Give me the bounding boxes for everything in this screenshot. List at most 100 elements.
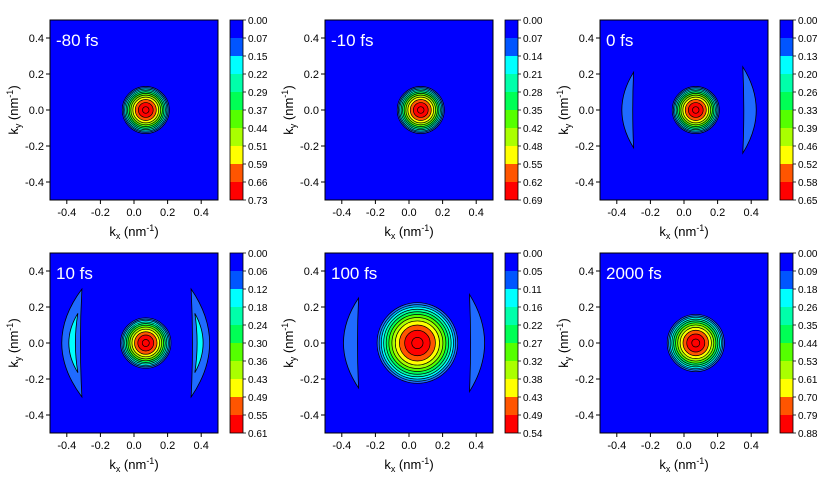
colorbar-segment	[230, 343, 243, 361]
colorbar-segment	[780, 397, 793, 415]
colorbar-label: 0.33	[798, 106, 818, 117]
colorbar-segment	[505, 146, 518, 164]
colorbar-segment	[780, 146, 793, 164]
panel-label: -80 fs	[56, 31, 99, 50]
colorbar-segment	[780, 92, 793, 110]
colorbar-label: 0.15	[248, 52, 268, 63]
colorbar-label: 0.44	[798, 339, 818, 350]
plot-area	[600, 253, 768, 433]
x-tick-label: -0.2	[641, 207, 660, 219]
colorbar-segment	[505, 110, 518, 128]
x-axis-label: kx (nm-1)	[659, 223, 708, 241]
x-tick-label: -0.4	[607, 440, 626, 452]
x-tick-label: 0.4	[194, 207, 209, 219]
y-tick-label: 0.2	[304, 302, 319, 314]
colorbar-label: 0.88	[798, 429, 818, 440]
colorbar-segment	[505, 92, 518, 110]
colorbar-label: 0.28	[523, 88, 543, 99]
y-tick-label: -0.4	[25, 177, 44, 189]
colorbar-segment	[230, 38, 243, 56]
colorbar-segment	[230, 289, 243, 307]
x-tick-label: -0.2	[91, 440, 110, 452]
colorbar-label: 0.13	[798, 52, 818, 63]
colorbar-label: 0.38	[523, 375, 543, 386]
colorbar-segment	[505, 164, 518, 182]
colorbar-segment	[505, 253, 518, 271]
colorbar-segment	[230, 415, 243, 433]
colorbar-label: 0.43	[248, 375, 268, 386]
colorbar-segment	[230, 146, 243, 164]
colorbar-label: 0.07	[248, 34, 268, 45]
x-tick-label: 0.0	[676, 440, 691, 452]
colorbar-label: 0.21	[523, 70, 543, 81]
colorbar-segment	[230, 110, 243, 128]
peak-marker	[141, 339, 150, 347]
colorbar-segment	[505, 56, 518, 74]
plot-area	[325, 253, 493, 433]
colorbar-segment	[780, 253, 793, 271]
y-tick-label: 0.4	[304, 33, 319, 45]
x-tick-label: 0.4	[744, 440, 759, 452]
y-tick-label: 0.2	[29, 302, 44, 314]
panel-5: 100 fs -0.4 -0.2 0.0 0.2 0.4 0.4 0.2 0.0 -0.2 -0.4…	[280, 249, 543, 474]
colorbar-segment	[780, 74, 793, 92]
y-tick-label: -0.2	[575, 374, 594, 386]
plot-area	[600, 20, 768, 200]
x-axis-label: kx (nm-1)	[659, 456, 708, 474]
plot-area	[50, 20, 218, 200]
side-lobe-right	[469, 292, 485, 394]
colorbar-label: 0.36	[248, 357, 268, 368]
colorbar-segment	[780, 110, 793, 128]
panel-6: 2000 fs -0.4 -0.2 0.0 0.2 0.4 0.4 0.2 0.0 -0.2 -0.…	[555, 249, 818, 474]
colorbar-label: 0.55	[248, 411, 268, 422]
colorbar-label: 0.61	[798, 375, 818, 386]
colorbar-label: 0.58	[798, 178, 818, 189]
y-tick-label: -0.2	[25, 141, 44, 153]
colorbar-label: 0.53	[798, 357, 818, 368]
colorbar-segment	[780, 20, 793, 38]
colorbar-segment	[780, 182, 793, 200]
side-lobe-inner-left	[68, 313, 79, 373]
colorbar-label: 0.14	[523, 52, 543, 63]
x-tick-label: -0.2	[91, 207, 110, 219]
x-tick-label: 0.0	[126, 440, 141, 452]
colorbar-label: 0.26	[798, 88, 818, 99]
plot-area	[50, 253, 218, 433]
y-tick-label: 0.0	[579, 105, 594, 117]
y-tick-label: 0.4	[29, 266, 44, 278]
colorbar-label: 0.35	[523, 106, 543, 117]
y-tick-label: -0.2	[300, 374, 319, 386]
colorbar-label: 0.44	[248, 124, 268, 135]
peak-marker	[142, 106, 150, 114]
colorbar-label: 0.37	[248, 106, 268, 117]
x-tick-label: 0.0	[401, 440, 416, 452]
colorbar: 0.00 0.07 0.14 0.21 0.28 0.35 0.42 0.48 0.55 0.62…	[504, 16, 543, 207]
colorbar-label: 0.12	[248, 285, 268, 296]
y-tick-label: 0.0	[29, 105, 44, 117]
panel-3: 0 fs -0.4 -0.2 0.0 0.2 0.4 0.4 0.2 0.0 -0.2 -0.4 kx…	[555, 16, 818, 241]
colorbar-label: 0.00	[798, 16, 818, 27]
x-tick-label: -0.4	[607, 207, 626, 219]
x-tick-label: 0.2	[710, 440, 725, 452]
y-axis-label: ky (nm-1)	[280, 85, 298, 134]
y-tick-label: 0.2	[579, 69, 594, 81]
colorbar-label: 0.06	[248, 267, 268, 278]
y-tick-label: -0.4	[25, 410, 44, 422]
colorbar-label: 0.52	[798, 160, 818, 171]
colorbar-segment	[230, 56, 243, 74]
colorbar-segment	[780, 343, 793, 361]
panel-4: 10 fs -0.4 -0.2 0.0 0.2 0.4 0.4 0.2 0.0 -0.2 -0.4 k…	[5, 249, 268, 474]
y-tick-label: 0.0	[304, 105, 319, 117]
colorbar-label: 0.59	[248, 160, 268, 171]
colorbar-label: 0.22	[248, 70, 268, 81]
colorbar-segment	[230, 253, 243, 271]
colorbar-label: 0.29	[248, 88, 268, 99]
colorbar-label: 0.69	[523, 196, 543, 207]
y-tick-label: 0.4	[304, 266, 319, 278]
y-tick-label: -0.4	[575, 177, 594, 189]
colorbar-label: 0.62	[523, 178, 543, 189]
colorbar-label: 0.35	[798, 321, 818, 332]
x-tick-label: -0.2	[366, 440, 385, 452]
x-tick-label: 0.2	[435, 207, 450, 219]
x-axis-label: kx (nm-1)	[384, 456, 433, 474]
